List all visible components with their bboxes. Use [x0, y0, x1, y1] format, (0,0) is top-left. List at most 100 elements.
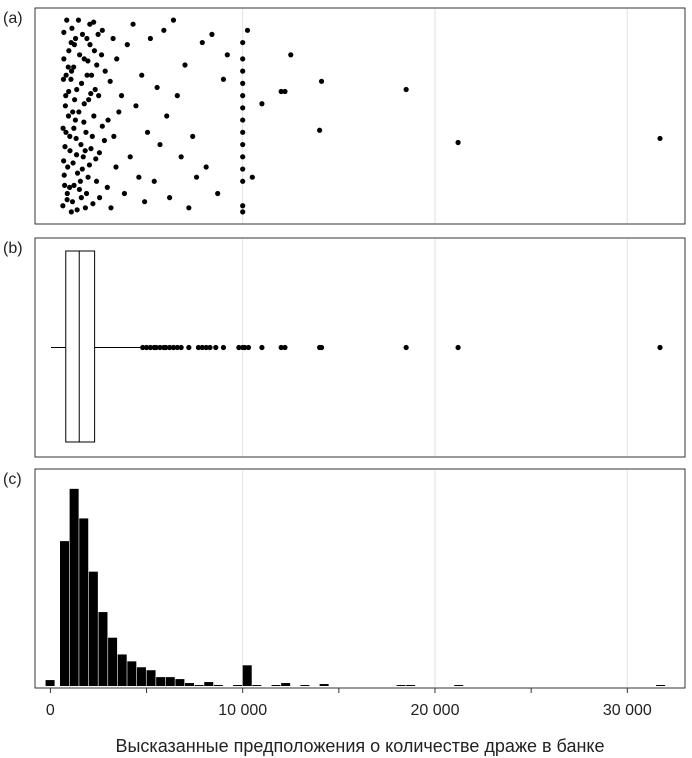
data-point	[60, 125, 66, 131]
data-point	[61, 158, 67, 164]
outlier-point	[220, 344, 227, 351]
panel-b-label: (b)	[3, 240, 23, 257]
data-point	[199, 39, 205, 46]
data-point	[133, 103, 139, 109]
data-point	[83, 129, 89, 135]
histogram-bars	[45, 488, 666, 686]
data-point	[193, 174, 200, 180]
outlier-point	[143, 344, 150, 351]
boxplot-marks	[50, 250, 663, 443]
outlier-point	[163, 344, 169, 351]
data-point	[657, 135, 663, 142]
outlier-point	[259, 344, 265, 351]
data-point	[82, 205, 88, 211]
data-point	[278, 88, 284, 95]
data-point	[69, 25, 75, 31]
data-point	[240, 105, 246, 111]
data-point	[65, 113, 72, 119]
data-point	[215, 190, 221, 197]
grid-lines-c	[242, 470, 628, 687]
data-point	[182, 62, 188, 68]
data-point	[62, 182, 68, 188]
histogram-bar	[406, 685, 416, 686]
histogram-bar	[146, 670, 156, 686]
panel-c-label: (c)	[3, 471, 22, 488]
data-point	[167, 195, 173, 201]
data-point	[116, 109, 122, 115]
outlier-point	[174, 344, 180, 351]
histogram-bar	[242, 665, 252, 686]
data-point	[85, 58, 91, 64]
data-point	[136, 174, 142, 180]
data-point	[72, 35, 79, 42]
data-point	[240, 154, 246, 160]
x-tick-label: 20 000	[411, 702, 460, 719]
data-point	[73, 135, 79, 142]
outlier-point	[203, 344, 209, 351]
data-point	[67, 184, 73, 190]
data-point	[240, 129, 246, 135]
data-point	[74, 207, 80, 213]
data-point	[68, 68, 75, 74]
data-point	[60, 76, 67, 82]
data-point	[318, 78, 325, 84]
outlier-point	[153, 344, 159, 351]
data-point	[96, 150, 103, 156]
data-point	[118, 93, 125, 99]
histogram-bar	[396, 685, 406, 686]
data-point	[64, 190, 70, 197]
data-point	[87, 42, 93, 48]
outlier-point	[207, 344, 213, 351]
data-point	[79, 31, 86, 37]
histogram-bar	[213, 685, 223, 686]
data-point	[127, 154, 133, 160]
data-point	[81, 101, 87, 107]
histogram-bar	[45, 680, 55, 686]
data-point	[77, 178, 83, 184]
data-point	[64, 197, 70, 203]
data-point	[121, 190, 128, 197]
histogram-bar	[281, 683, 291, 686]
data-point	[98, 52, 105, 58]
data-point	[88, 72, 95, 78]
data-point	[240, 39, 246, 46]
data-point	[62, 144, 68, 150]
iqr-box	[65, 250, 96, 443]
histogram-bar	[271, 685, 281, 686]
outlier-point	[213, 344, 219, 351]
data-point	[68, 39, 74, 46]
data-point	[259, 101, 265, 107]
data-point	[76, 186, 83, 193]
data-point	[111, 133, 117, 139]
outlier-point	[199, 344, 205, 351]
outlier-point	[147, 344, 153, 351]
data-point	[83, 190, 90, 197]
data-point	[244, 27, 251, 33]
x-tick-label: 0	[46, 702, 55, 719]
data-point	[90, 201, 96, 207]
data-point	[93, 156, 99, 162]
data-point	[75, 17, 82, 23]
panel-c-frame	[34, 468, 686, 689]
histogram-bar	[454, 685, 464, 686]
data-point	[240, 166, 246, 172]
histogram-bar	[656, 685, 666, 686]
data-point	[67, 148, 73, 154]
grid-lines-b	[242, 239, 628, 456]
data-point	[105, 117, 111, 123]
data-point	[110, 35, 116, 42]
data-point	[161, 27, 167, 33]
histogram-bar	[108, 637, 118, 686]
data-point	[403, 86, 409, 93]
data-point	[91, 48, 98, 54]
histogram-panel: (c)	[3, 468, 686, 689]
data-point	[220, 76, 227, 82]
histogram-bar	[300, 685, 310, 686]
data-point	[113, 164, 119, 170]
data-point	[66, 48, 72, 54]
x-axis-title: Высказанные предположения о количестве д…	[115, 736, 604, 756]
data-point	[186, 205, 192, 211]
data-point	[70, 160, 76, 166]
data-point	[86, 162, 93, 168]
outlier-point	[140, 344, 146, 351]
